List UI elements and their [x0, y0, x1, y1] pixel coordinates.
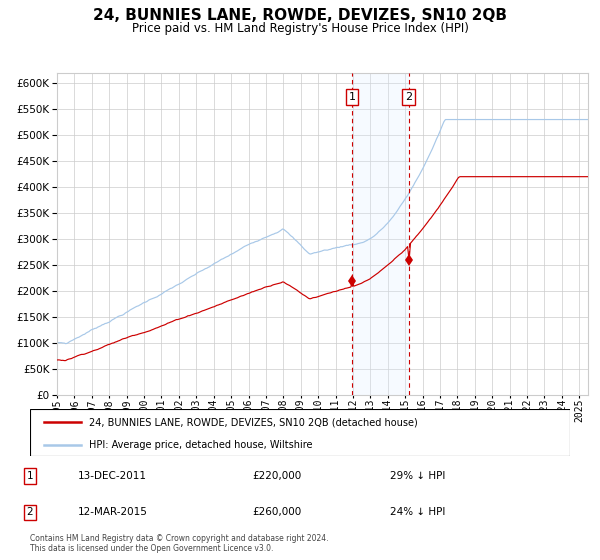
- Text: £260,000: £260,000: [252, 507, 301, 517]
- Text: 1: 1: [349, 92, 356, 102]
- Text: 1: 1: [26, 471, 34, 481]
- Text: 2: 2: [26, 507, 34, 517]
- Text: Contains HM Land Registry data © Crown copyright and database right 2024.
This d: Contains HM Land Registry data © Crown c…: [30, 534, 329, 553]
- Bar: [352, 73, 409, 395]
- Text: £220,000: £220,000: [252, 471, 301, 481]
- Text: 24, BUNNIES LANE, ROWDE, DEVIZES, SN10 2QB: 24, BUNNIES LANE, ROWDE, DEVIZES, SN10 2…: [93, 8, 507, 24]
- Text: HPI: Average price, detached house, Wiltshire: HPI: Average price, detached house, Wilt…: [89, 440, 313, 450]
- Text: 12-MAR-2015: 12-MAR-2015: [78, 507, 148, 517]
- Text: 13-DEC-2011: 13-DEC-2011: [78, 471, 147, 481]
- Text: Price paid vs. HM Land Registry's House Price Index (HPI): Price paid vs. HM Land Registry's House …: [131, 22, 469, 35]
- Text: 2: 2: [405, 92, 412, 102]
- Text: 24, BUNNIES LANE, ROWDE, DEVIZES, SN10 2QB (detached house): 24, BUNNIES LANE, ROWDE, DEVIZES, SN10 2…: [89, 417, 418, 427]
- Text: 29% ↓ HPI: 29% ↓ HPI: [390, 471, 445, 481]
- FancyBboxPatch shape: [30, 409, 570, 456]
- Text: 24% ↓ HPI: 24% ↓ HPI: [390, 507, 445, 517]
